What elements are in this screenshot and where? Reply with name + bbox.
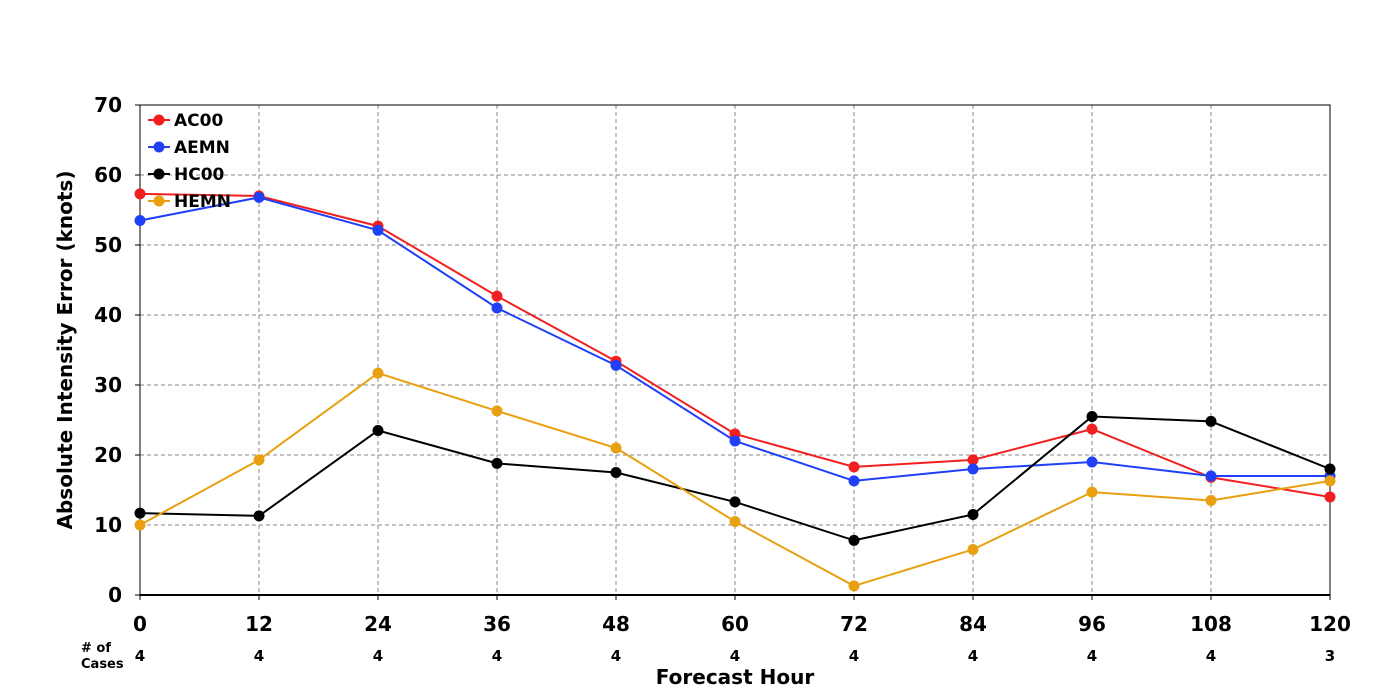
- data-point-ac00: [491, 290, 503, 302]
- data-point-aemn: [848, 475, 860, 487]
- data-point-hc00: [1324, 463, 1336, 475]
- data-point-aemn: [134, 215, 146, 226]
- case-count-label: 4: [611, 647, 621, 665]
- legend-label: HEMN: [174, 192, 231, 212]
- x-tick-label: 0: [133, 612, 147, 636]
- case-count-label: 3: [1325, 647, 1335, 665]
- case-count-label: 4: [730, 647, 740, 665]
- case-count-label: 4: [254, 647, 264, 665]
- legend-item-hc00: HC00: [148, 165, 225, 185]
- data-point-hemn: [372, 367, 384, 379]
- data-point-hc00: [848, 534, 860, 546]
- series-hc00: [134, 411, 1336, 546]
- data-point-aemn: [491, 302, 503, 314]
- data-point-hc00: [253, 510, 265, 522]
- y-tick-label: 50: [94, 233, 122, 257]
- legend-item-aemn: AEMN: [148, 138, 230, 158]
- y-tick-label: 60: [94, 163, 122, 187]
- case-count-label: 4: [492, 647, 502, 665]
- x-axis-title: Forecast Hour: [656, 665, 815, 689]
- data-point-ac00: [848, 461, 860, 473]
- x-tick-label: 108: [1190, 612, 1232, 636]
- case-count-label: 4: [135, 647, 145, 665]
- data-point-hc00: [1086, 411, 1098, 422]
- data-point-hemn: [610, 442, 622, 454]
- data-point-aemn: [1205, 470, 1217, 482]
- cases-title-line2: Cases: [81, 657, 124, 672]
- x-tick-label: 96: [1078, 612, 1106, 636]
- y-tick-label: 70: [94, 93, 122, 117]
- data-point-hc00: [1205, 415, 1217, 427]
- series-aemn: [134, 191, 1336, 487]
- case-count-label: 4: [849, 647, 859, 665]
- data-point-hemn: [1205, 495, 1217, 506]
- legend-label: HC00: [174, 165, 225, 185]
- data-point-hemn: [491, 405, 503, 417]
- data-point-hc00: [729, 496, 741, 508]
- y-tick-label: 20: [94, 443, 122, 467]
- case-count-label: 4: [1206, 647, 1216, 665]
- axis-labels: Forecast Hour Absolute Intensity Error (…: [53, 171, 814, 689]
- x-tick-label: 72: [840, 612, 868, 636]
- data-point-hemn: [729, 516, 741, 527]
- data-point-aemn: [253, 191, 265, 203]
- data-point-hemn: [134, 519, 146, 531]
- y-tick-label: 0: [108, 583, 122, 607]
- data-point-ac00: [1086, 423, 1098, 435]
- data-point-ac00: [967, 454, 979, 466]
- legend-marker: [153, 141, 165, 153]
- legend-marker: [153, 114, 165, 126]
- legend-label: AEMN: [174, 138, 230, 158]
- data-point-hc00: [372, 425, 384, 436]
- y-tick-label: 30: [94, 373, 122, 397]
- data-point-ac00: [134, 188, 146, 200]
- data-point-hc00: [967, 509, 979, 520]
- x-tick-label: 84: [959, 612, 987, 636]
- x-tick-label: 36: [483, 612, 511, 636]
- x-tick-label: 48: [602, 612, 630, 636]
- case-count-label: 4: [968, 647, 978, 665]
- data-point-hemn: [1086, 486, 1098, 498]
- legend-marker: [153, 168, 165, 180]
- series-area: [134, 188, 1336, 592]
- data-point-aemn: [1086, 456, 1098, 468]
- y-tick-label: 10: [94, 513, 122, 537]
- data-point-aemn: [967, 463, 979, 475]
- data-point-aemn: [610, 359, 622, 371]
- data-point-aemn: [729, 435, 741, 447]
- data-point-aemn: [372, 224, 384, 236]
- data-point-hc00: [610, 467, 622, 478]
- data-point-hc00: [134, 507, 146, 519]
- x-tick-label: 60: [721, 612, 749, 636]
- x-tick-label: 120: [1309, 612, 1351, 636]
- y-axis-title: Absolute Intensity Error (knots): [53, 171, 77, 530]
- data-point-hemn: [967, 544, 979, 555]
- axes: 0102030405060700412424436448460472484496…: [94, 93, 1351, 665]
- data-point-ac00: [1324, 491, 1336, 503]
- case-count-label: 4: [373, 647, 383, 665]
- data-point-hemn: [253, 454, 265, 466]
- x-tick-label: 24: [364, 612, 392, 636]
- y-tick-label: 40: [94, 303, 122, 327]
- legend-item-ac00: AC00: [148, 111, 223, 131]
- data-point-hemn: [848, 580, 860, 592]
- cases-title-line1: # of: [81, 641, 111, 656]
- legend-item-hemn: HEMN: [148, 192, 231, 212]
- x-tick-label: 12: [245, 612, 273, 636]
- data-point-hemn: [1324, 475, 1336, 487]
- series-hemn: [134, 367, 1336, 592]
- legend-marker: [153, 195, 165, 207]
- legend: AC00 AEMN HC00 HEMN: [148, 111, 231, 212]
- legend-label: AC00: [174, 111, 223, 131]
- series-ac00: [134, 188, 1336, 503]
- data-point-hc00: [491, 457, 503, 469]
- case-count-label: 4: [1087, 647, 1097, 665]
